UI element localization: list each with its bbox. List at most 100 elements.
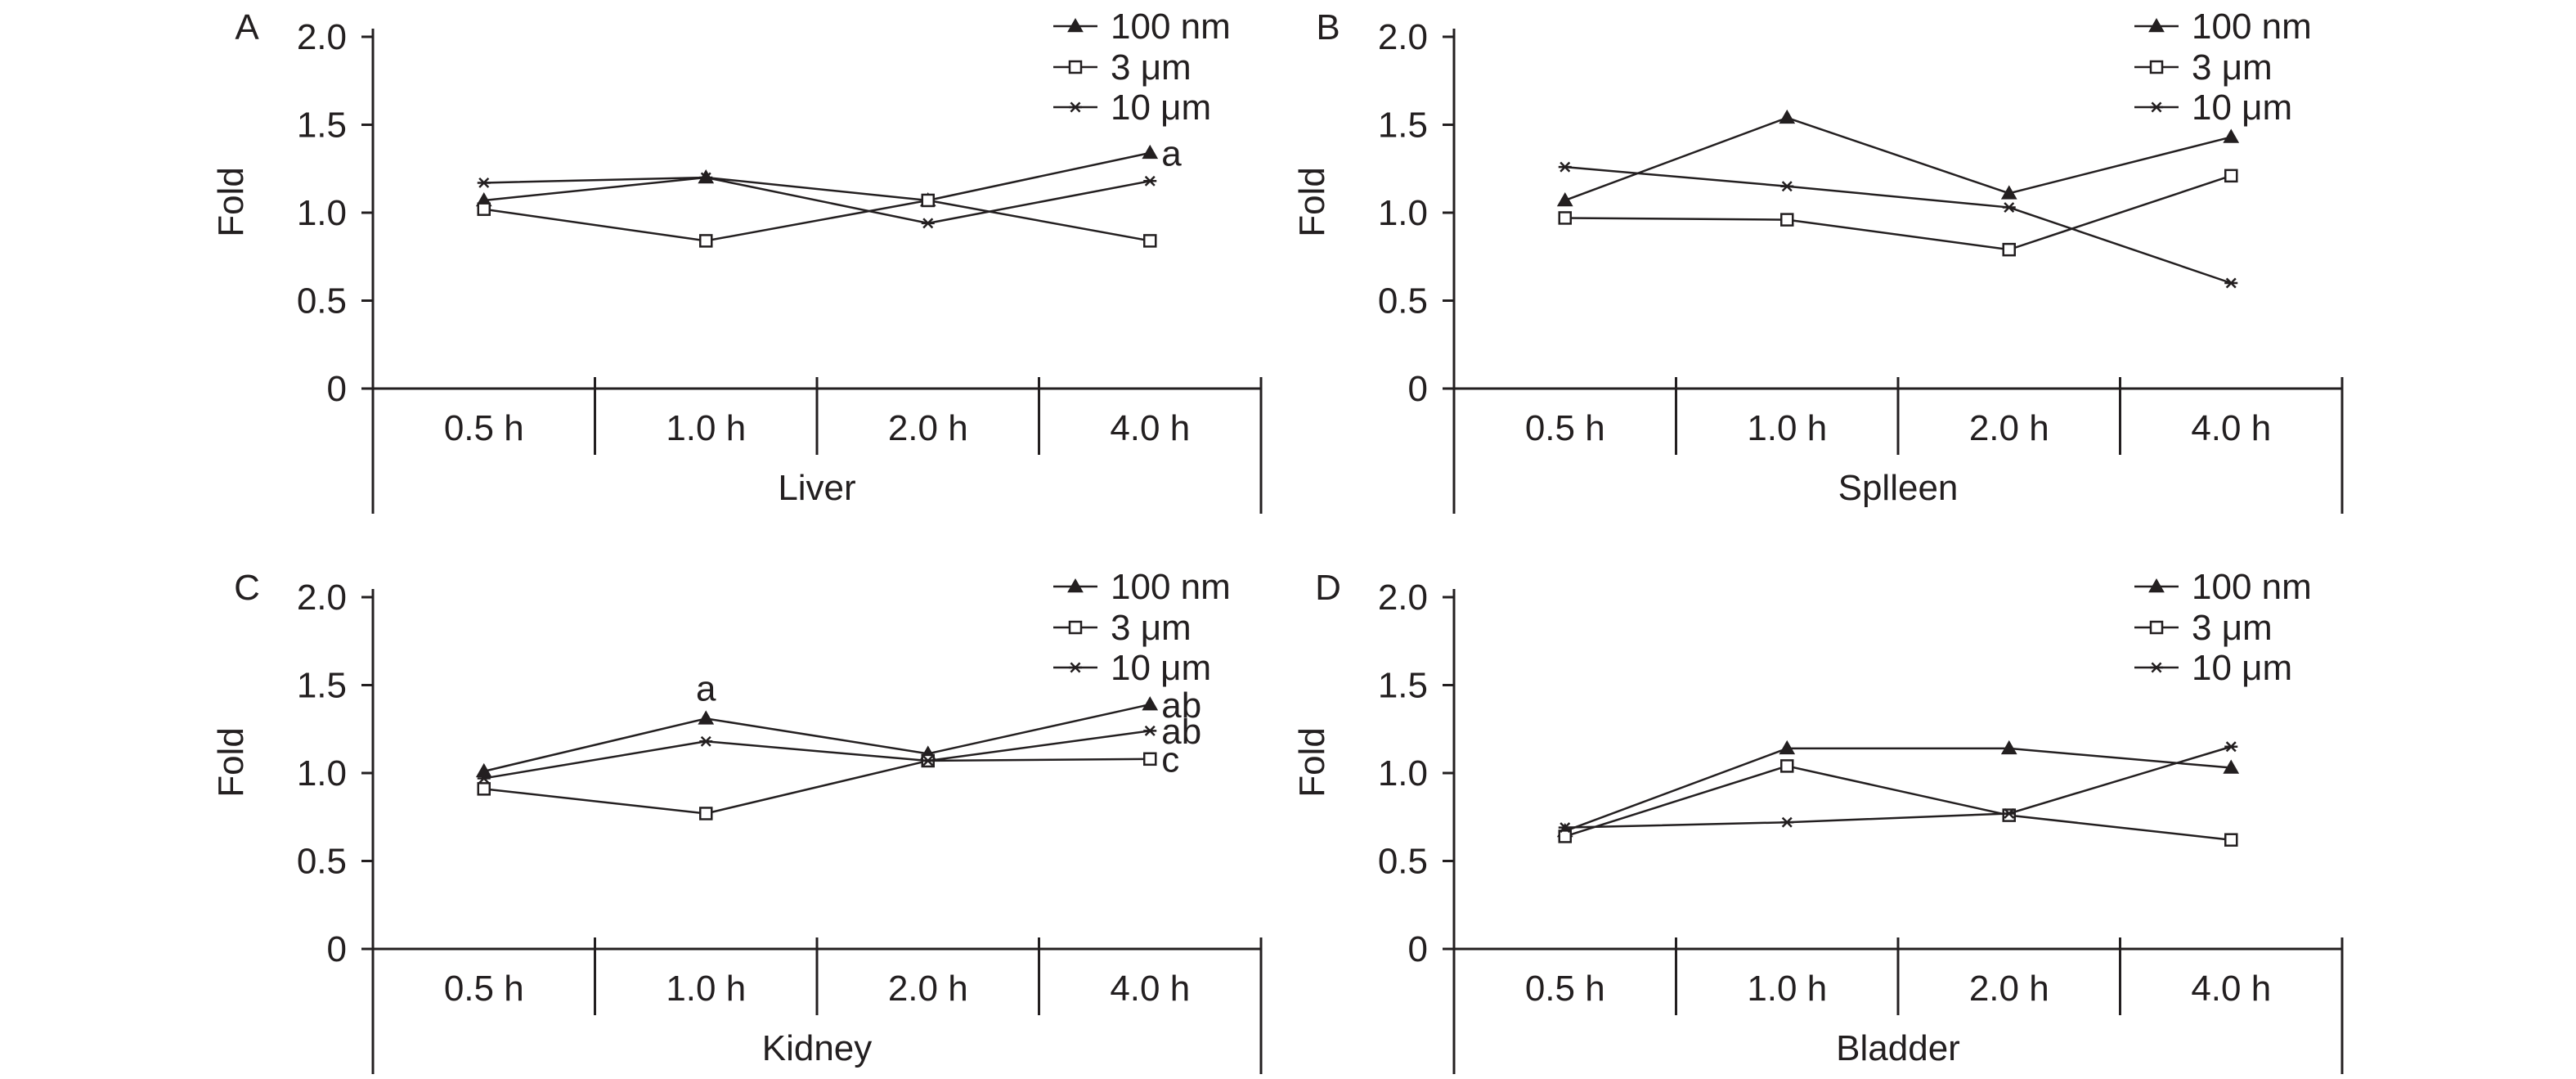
x-tick-label: 1.0 h (1747, 408, 1827, 448)
legend-marker-square (1068, 620, 1083, 635)
data-point-square (1143, 752, 1157, 767)
y-tick-label: 0 (1408, 929, 1428, 969)
x-tick-label: 0.5 h (444, 969, 524, 1009)
series-line-asterisk (1564, 745, 2232, 829)
legend-label: 3 μm (2192, 608, 2273, 648)
legend-label: 3 μm (1111, 47, 1192, 88)
series-line-triangle (483, 151, 1151, 202)
y-tick-label: 0.5 (297, 842, 347, 882)
x-group-label: Bladder (1836, 1028, 1960, 1068)
data-point-asterisk (699, 735, 713, 747)
data-point-square (2224, 833, 2238, 847)
data-point-asterisk (1780, 816, 1794, 828)
data-point-asterisk (2002, 202, 2016, 214)
series-line-square (1564, 765, 2232, 841)
series-line-asterisk (1564, 165, 2232, 285)
series-line-triangle (1564, 116, 2232, 202)
y-tick-label: 2.0 (1378, 578, 1428, 618)
data-point-asterisk (921, 218, 935, 229)
significance-label: ab (1161, 712, 1201, 752)
y-axis-title: Fold (1292, 167, 1332, 237)
series-line-triangle (483, 703, 1151, 773)
legend-label: 10 μm (2192, 648, 2292, 688)
panel-letter: A (235, 7, 259, 47)
data-point-square (1780, 759, 1794, 773)
data-point-square (1558, 829, 1572, 843)
data-point-triangle (2223, 128, 2240, 143)
chart-panel-c: C 0 0.5 1.0 1.5 2.0 Fold 0.5 h 1.0 h 2.0 h 4.0 h Ki… (211, 567, 1263, 1074)
data-point-square (2002, 242, 2016, 257)
y-tick-label: 2.0 (1378, 17, 1428, 57)
significance-label: c (1161, 740, 1179, 780)
panel-letter: C (234, 568, 260, 608)
x-tick-label: 4.0 h (2191, 969, 2271, 1009)
x-group-label: Kidney (762, 1028, 873, 1068)
x-tick-label: 0.5 h (1525, 969, 1605, 1009)
legend-marker-asterisk (1069, 662, 1082, 673)
y-tick-label: 1.0 (1378, 753, 1428, 794)
y-axis-title: Fold (211, 167, 251, 237)
legend-marker-triangle (2148, 17, 2165, 33)
data-point-asterisk (1780, 181, 1794, 192)
data-point-asterisk (921, 755, 935, 767)
data-point-triangle (1779, 109, 1796, 124)
data-point-asterisk (1143, 175, 1157, 187)
y-tick-label: 2.0 (297, 17, 347, 57)
legend-label: 100 nm (1111, 567, 1231, 607)
y-tick-label: 2.0 (297, 578, 347, 618)
chart-panel-b: B 0 0.5 1.0 1.5 2.0 Fold 0.5 h 1.0 h 2.0 h 4.0 h Sp… (1292, 7, 2344, 514)
y-tick-label: 0.5 (1378, 842, 1428, 882)
y-tick-label: 1.0 (297, 193, 347, 233)
data-point-square (477, 782, 491, 796)
y-axis-title: Fold (1292, 727, 1332, 798)
series-line-square (483, 199, 1151, 242)
y-tick-label: 0 (327, 929, 347, 969)
data-point-triangle (1142, 144, 1159, 160)
legend-marker-triangle (1067, 17, 1084, 33)
significance-label: a (1161, 134, 1182, 174)
data-point-asterisk (2002, 807, 2016, 819)
data-point-asterisk (1558, 822, 1572, 834)
data-point-asterisk (477, 772, 491, 784)
data-point-triangle (698, 710, 715, 725)
significance-label: ab (1161, 686, 1201, 726)
chart-panel-d: D 0 0.5 1.0 1.5 2.0 Fold 0.5 h 1.0 h 2.0 h 4.0 h Bl… (1292, 567, 2344, 1074)
legend-label: 10 μm (1111, 648, 1211, 688)
data-point-square (1143, 234, 1157, 248)
y-tick-label: 0.5 (297, 281, 347, 321)
series-line-asterisk (483, 730, 1151, 780)
data-point-square (2224, 169, 2238, 183)
legend-label: 3 μm (2192, 47, 2273, 88)
y-tick-label: 0 (1408, 369, 1428, 409)
x-tick-label: 2.0 h (1969, 408, 2049, 448)
y-tick-label: 1.5 (1378, 106, 1428, 146)
y-tick-label: 0.5 (1378, 281, 1428, 321)
series-line-triangle (1564, 747, 2232, 833)
y-tick-label: 1.0 (1378, 193, 1428, 233)
legend-label: 100 nm (2192, 567, 2312, 607)
data-point-asterisk (1143, 725, 1157, 736)
data-point-square (699, 807, 713, 820)
panel-letter: D (1315, 568, 1341, 608)
legend-marker-square (1068, 60, 1083, 74)
data-point-asterisk (699, 172, 713, 183)
legend-label: 100 nm (1111, 7, 1231, 47)
y-tick-label: 1.0 (297, 753, 347, 794)
data-point-triangle (1779, 740, 1796, 755)
legend-marker-asterisk (2150, 101, 2163, 113)
y-tick-label: 1.5 (297, 106, 347, 146)
x-tick-label: 2.0 h (1969, 969, 2049, 1009)
y-axis-title: Fold (211, 727, 251, 798)
data-point-square (1558, 211, 1572, 225)
series-line-asterisk (483, 176, 1151, 225)
x-tick-label: 2.0 h (888, 969, 968, 1009)
legend-marker-triangle (1067, 578, 1084, 593)
legend-marker-square (2149, 620, 2164, 635)
legend-marker-triangle (2148, 578, 2165, 593)
data-point-triangle (2000, 185, 2017, 200)
series-line-square (1564, 174, 2232, 251)
data-point-triangle (2223, 759, 2240, 774)
data-point-square (477, 202, 491, 216)
series-line-square (483, 758, 1151, 815)
